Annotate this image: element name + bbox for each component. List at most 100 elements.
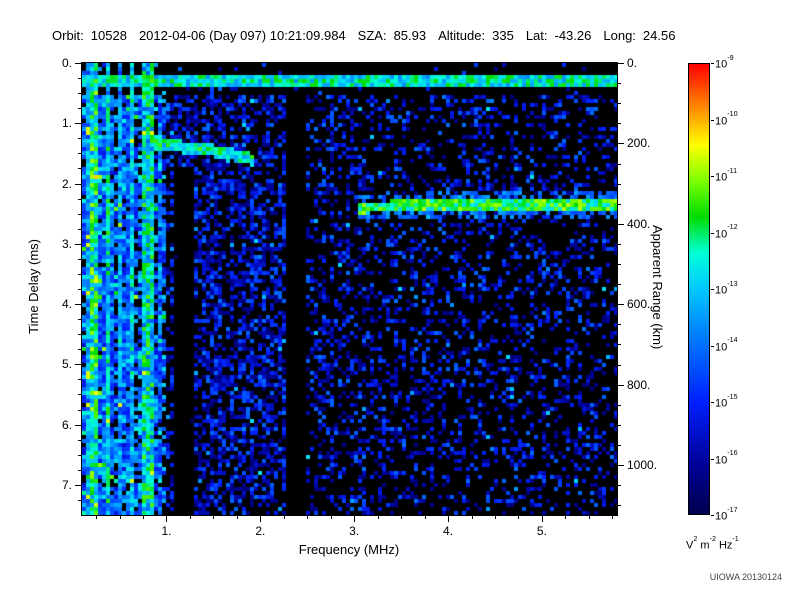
y-minor-tick xyxy=(78,349,81,351)
x-tick xyxy=(166,516,168,522)
colorbar-tick-label: 10-13 xyxy=(715,279,738,297)
x-minor-tick xyxy=(518,516,520,519)
colorbar-tick xyxy=(711,232,714,234)
x-minor-tick xyxy=(189,516,191,519)
y-tick-label: 2. xyxy=(61,176,72,191)
colorbar-tick xyxy=(711,458,714,460)
long-field: Long: 24.56 xyxy=(603,28,675,43)
colorbar-tick-label: 10-12 xyxy=(715,223,738,241)
x-tick xyxy=(541,516,543,522)
x-minor-tick xyxy=(143,516,144,519)
y-minor-tick xyxy=(78,394,81,396)
x-minor-tick xyxy=(494,516,496,519)
y2-tick xyxy=(618,63,624,64)
x-minor-tick xyxy=(96,516,98,519)
y2-minor-tick xyxy=(618,264,621,266)
x-tick-label: 5. xyxy=(536,524,547,538)
y2-minor-tick xyxy=(618,485,621,487)
y2-minor-tick xyxy=(618,324,621,326)
y2-minor-tick xyxy=(618,163,621,165)
y2-minor-tick xyxy=(618,183,621,185)
datetime-value: 2012-04-06 (Day 097) 10:21:09.984 xyxy=(138,28,346,43)
y2-tick xyxy=(618,304,624,306)
long-value: 24.56 xyxy=(642,28,676,43)
y-tick xyxy=(75,484,81,486)
y-minor-tick xyxy=(78,108,81,110)
y2-tick-label: 600. xyxy=(627,297,651,312)
x-minor-tick xyxy=(401,516,403,519)
y2-tick-label: 1000. xyxy=(627,458,658,473)
colorbar-unit: V2 m-2 Hz-1 xyxy=(686,534,739,552)
orbit-value: 10528 xyxy=(90,28,127,43)
y-minor-tick xyxy=(78,138,81,140)
colorbar-tick-label: 10-9 xyxy=(715,53,734,71)
x-minor-tick xyxy=(377,516,379,519)
orbit-label: Orbit: xyxy=(52,28,84,43)
sza-field: SZA: 85.93 xyxy=(358,28,426,43)
y2-tick xyxy=(618,143,624,145)
x-minor-tick xyxy=(330,516,332,519)
y-minor-tick xyxy=(78,198,81,200)
y-tick-label: 3. xyxy=(61,236,72,251)
x-tick-label: 4. xyxy=(443,524,454,538)
lat-label: Lat: xyxy=(525,28,548,43)
x-minor-tick xyxy=(213,516,215,519)
y-tick xyxy=(75,123,81,125)
y-tick xyxy=(75,243,81,245)
altitude-label: Altitude: xyxy=(438,28,486,43)
y-tick xyxy=(75,63,81,64)
y2-minor-tick xyxy=(618,284,621,286)
y-minor-tick xyxy=(78,454,81,456)
colorbar-tick xyxy=(711,63,714,64)
colorbar-tick xyxy=(711,515,714,516)
colorbar-tick xyxy=(711,119,714,121)
datetime-field: 2012-04-06 (Day 097) 10:21:09.984 xyxy=(139,28,346,43)
y-minor-tick xyxy=(78,439,81,441)
y2-tick-label: 400. xyxy=(627,216,651,231)
y-tick-label: 1. xyxy=(61,116,72,131)
y-tick-label: 6. xyxy=(61,417,72,432)
y2-tick xyxy=(618,223,624,225)
y-minor-tick xyxy=(78,273,81,275)
y-minor-tick xyxy=(78,228,81,230)
y2-minor-tick xyxy=(618,103,621,105)
x-minor-tick xyxy=(588,516,590,519)
colorbar-gradient xyxy=(688,63,710,515)
y2-tick-label: 200. xyxy=(627,136,651,151)
y-minor-tick xyxy=(78,499,81,501)
y-minor-tick xyxy=(78,258,81,260)
y-tick xyxy=(75,424,81,426)
y2-minor-tick xyxy=(618,404,621,406)
x-axis-title: Frequency (MHz) xyxy=(298,542,400,557)
x-tick-label: 3. xyxy=(349,524,360,538)
x-minor-tick xyxy=(424,516,426,519)
y-tick xyxy=(75,183,81,185)
x-minor-tick xyxy=(307,516,309,519)
colorbar-tick xyxy=(711,176,714,177)
y2-minor-tick xyxy=(618,83,621,85)
y-minor-tick xyxy=(78,168,81,170)
orbit-field: Orbit: 10528 xyxy=(52,28,127,43)
colorbar-tick-label: 10-14 xyxy=(715,336,738,354)
y-tick-label: 5. xyxy=(61,357,72,372)
x-tick xyxy=(354,516,356,522)
y2-tick-label: 0. xyxy=(627,56,638,70)
y2-minor-tick xyxy=(618,364,621,366)
colorbar-tick xyxy=(711,345,714,347)
y2-minor-tick xyxy=(618,505,621,507)
y-tick-label: 7. xyxy=(61,477,72,492)
x-tick xyxy=(448,516,450,522)
header-info: Orbit: 10528 2012-04-06 (Day 097) 10:21:0… xyxy=(52,28,675,43)
y-minor-tick xyxy=(78,319,81,321)
y-minor-tick xyxy=(78,289,81,290)
colorbar-tick-label: 10-16 xyxy=(715,449,738,467)
x-minor-tick xyxy=(119,516,121,519)
y2-tick xyxy=(618,465,624,467)
y-tick-label: 4. xyxy=(61,297,72,312)
y-axis-title: Time Delay (ms) xyxy=(26,239,41,334)
y-tick-label: 0. xyxy=(61,56,72,70)
y-minor-tick xyxy=(78,93,81,95)
watermark: UIOWA 20130124 xyxy=(709,572,782,582)
lat-field: Lat: -43.26 xyxy=(526,28,592,43)
